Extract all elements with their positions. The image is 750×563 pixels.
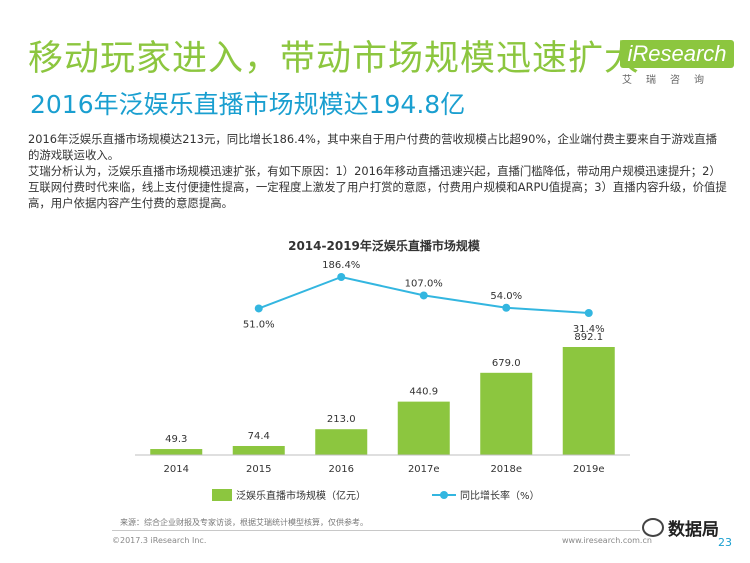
- wechat-icon: [642, 517, 664, 537]
- page-title: 移动玩家进入，带动市场规模迅速扩大: [28, 39, 641, 79]
- bar-2014: [150, 449, 203, 455]
- growth-label-2018e: 54.0%: [490, 291, 522, 302]
- legend-line-marker: [440, 491, 448, 499]
- logo-brand: iResearch: [620, 40, 734, 68]
- bar-2018e: [480, 372, 533, 455]
- footer-url: www.iresearch.com.cn: [562, 536, 652, 545]
- paragraph-1: 2016年泛娱乐直播市场规模达213元，同比增长186.4%，其中来自于用户付费…: [28, 132, 718, 162]
- bar-label-2017e: 440.9: [409, 387, 438, 398]
- paragraph-2: 艾瑞分析认为，泛娱乐直播市场规模迅速扩张，有如下原因：1）2016年移动直播迅速…: [28, 164, 727, 210]
- growth-label-2015: 51.0%: [243, 319, 275, 330]
- bar-2015: [232, 445, 285, 455]
- growth-point-2018e: [502, 303, 511, 312]
- growth-label-2019e: 31.4%: [573, 324, 605, 335]
- footer-divider: [112, 530, 640, 531]
- legend-bar-swatch: [212, 489, 232, 501]
- chart-title: 2014-2019年泛娱乐直播市场规模: [288, 238, 481, 253]
- footer-copyright: ©2017.3 iResearch Inc.: [112, 536, 207, 545]
- x-tick-2016: 2016: [329, 464, 354, 475]
- x-tick-2015: 2015: [246, 464, 271, 475]
- growth-label-2016: 186.4%: [322, 260, 360, 271]
- page-number: 23: [718, 536, 732, 549]
- x-tick-2014: 2014: [164, 464, 189, 475]
- footer-source: 来源：综合企业财报及专家访谈，根据艾瑞统计模型核算，仅供参考。: [120, 518, 368, 527]
- bar-label-2016: 213.0: [327, 414, 356, 425]
- bar-label-2015: 74.4: [248, 431, 270, 442]
- x-tick-2019e: 2019e: [573, 464, 605, 475]
- logo-sub: 艾瑞咨询: [622, 75, 718, 86]
- x-tick-2018e: 2018e: [490, 464, 522, 475]
- watermark-text: 数据局: [668, 519, 719, 540]
- legend-bar-label: 泛娱乐直播市场规模（亿元）: [236, 489, 366, 502]
- watermark: 数据局: [642, 514, 719, 540]
- page-subtitle: 2016年泛娱乐直播市场规模达194.8亿: [30, 90, 466, 119]
- growth-point-2015: [254, 304, 263, 313]
- growth-point-2019e: [584, 309, 593, 317]
- growth-label-2017e: 107.0%: [405, 278, 443, 289]
- bar-2016: [315, 429, 368, 455]
- iresearch-logo: iResearch 艾瑞咨询: [614, 40, 740, 88]
- bar-label-2018e: 679.0: [492, 358, 521, 369]
- bar-2019e: [562, 347, 615, 455]
- bar-label-2019e: 892.1: [574, 332, 603, 343]
- growth-point-2016: [337, 273, 346, 281]
- bar-label-2014: 49.3: [165, 434, 187, 445]
- body-text: 2016年泛娱乐直播市场规模达213元，同比增长186.4%，其中来自于用户付费…: [28, 131, 728, 211]
- x-tick-2017e: 2017e: [408, 464, 440, 475]
- legend-line-label: 同比增长率（%）: [460, 489, 540, 502]
- market-size-chart: 2014-2019年泛娱乐直播市场规模 49.3 74.4 213.0 440.9 67…: [135, 238, 630, 502]
- bar-2017e: [397, 401, 450, 455]
- growth-point-2017e: [419, 291, 428, 300]
